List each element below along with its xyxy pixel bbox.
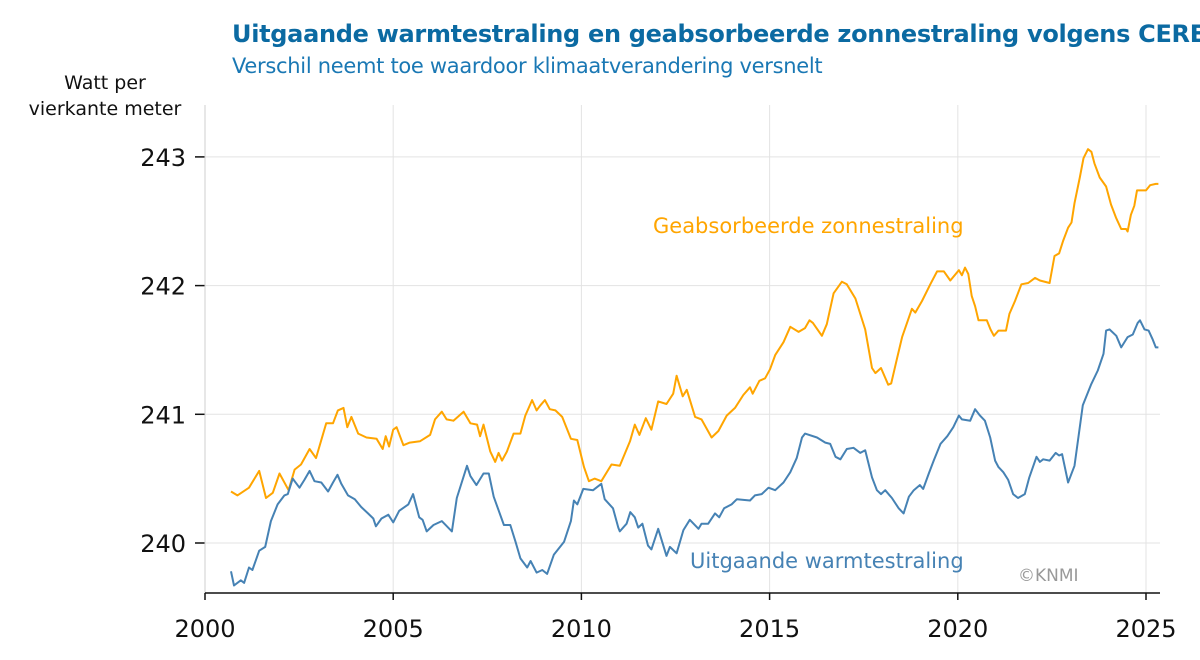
y-tick-label: 240 (140, 530, 186, 558)
x-tick-label: 2005 (363, 615, 424, 643)
y-axis-label: Watt per vierkante meter (28, 72, 182, 120)
series-line-outgoing (230, 319, 1159, 587)
chart-title: Uitgaande warmtestraling en geabsorbeerd… (232, 20, 1200, 48)
gridlines (205, 105, 1160, 593)
x-tick-label: 2000 (174, 615, 235, 643)
axes (195, 105, 1160, 600)
series-line-absorbed (230, 148, 1159, 499)
x-tick-label: 2025 (1115, 615, 1176, 643)
chart-subtitle: Verschil neemt toe waardoor klimaatveran… (232, 54, 823, 78)
series-lines (230, 148, 1159, 587)
series-label-absorbed: Geabsorbeerde zonnestraling (653, 214, 964, 238)
y-tick-label: 243 (140, 144, 186, 172)
x-tick-label: 2020 (927, 615, 988, 643)
series-label-outgoing: Uitgaande warmtestraling (690, 549, 964, 573)
y-tick-label: 241 (140, 401, 186, 429)
x-tick-label: 2010 (551, 615, 612, 643)
credit-knmi: ©KNMI (1018, 566, 1079, 586)
x-tick-label: 2015 (739, 615, 800, 643)
tick-labels: 2000 2005 2010 2015 2020 2025 240 241 242 243 (140, 144, 1176, 643)
y-tick-label: 242 (140, 273, 186, 301)
